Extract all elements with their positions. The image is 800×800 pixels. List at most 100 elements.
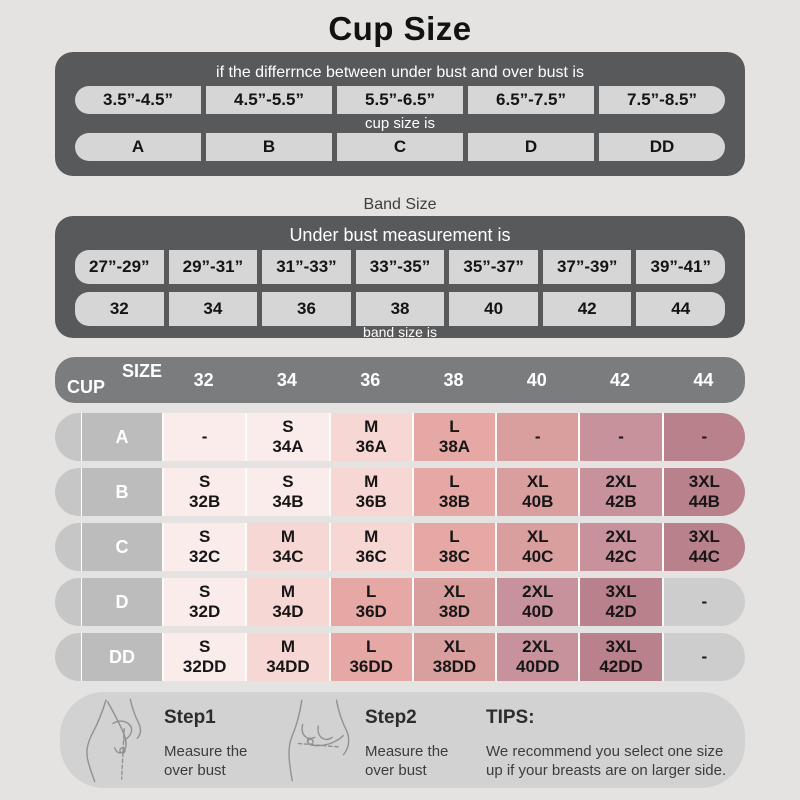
size-label: M [280,527,295,546]
size-label: S [282,417,294,436]
size-cell: - [162,413,246,461]
step2-illustration [288,699,350,782]
band-size: 38 [355,292,445,326]
cup-diff-range: 3.5”-4.5” [75,86,201,114]
under-bust-range: 39”-41” [636,250,726,284]
size-label: M [280,637,295,656]
size-cell: 3XL 44B [661,468,745,516]
matrix-column-header: 36 [360,370,381,390]
size-cell: - [661,633,745,681]
size-label: M [364,527,379,546]
size-label: S [198,637,211,656]
cup-diff-range: 5.5”-6.5” [337,86,463,114]
size-code: 32DD [182,657,227,676]
band-size-row: 32 34 36 38 40 42 44 [75,292,726,326]
matrix-row: DD S 32DD M 34DD L 36DD XL 38DD 2XL 40DD 3XL 42DD - [55,633,745,681]
size-label: L [449,472,460,491]
matrix-row: B S 32B S 34B M 36B L 38B XL 40B 2XL 42B 3XL 44B [55,468,745,516]
size-cell: L 36DD [328,633,412,681]
cup-diff-range-row: 3.5”-4.5” 4.5”-5.5” 5.5”-6.5” 6.5”-7.5” 7.5”… [75,86,725,114]
size-cell: S 34A [245,413,329,461]
size-label: - [701,427,708,446]
size-cell: 2XL 42C [578,523,662,571]
row-cap [55,413,81,461]
size-label: 3XL [688,527,720,546]
page-title: Cup Size [328,10,472,47]
size-code: 36DD [349,657,393,676]
size-cell: L 38C [411,523,496,571]
size-label: 3XL [605,637,637,656]
measuring-guide: Step1 Measure the over bust Step2 Measur… [60,692,745,788]
band-size: 44 [636,292,726,326]
size-cell: M 34C [245,523,329,571]
size-code: 38D [438,602,471,621]
step1-block: Step1 Measure the over bust [164,692,269,788]
step1-text: Measure the over bust [164,743,248,779]
cup-letter-row: A B C D DD [75,133,725,161]
size-code: 32D [189,602,221,621]
size-code: 44C [688,547,720,566]
size-code: 32B [189,492,221,511]
size-label: 3XL [605,582,637,601]
cup-size-box: if the differrnce between under bust and… [55,52,745,176]
band-size: 34 [168,292,258,326]
cup-letter: A [75,133,201,161]
band-size-title: Band Size [363,196,437,213]
size-code: 40B [522,492,554,511]
size-cell: L 36D [328,578,412,626]
size-cell: - [495,413,579,461]
size-code: 34B [272,492,304,511]
under-bust-range-row: 27”-29” 29”-31” 31”-33” 33”-35” 35”-37” 37”-3… [75,250,726,284]
size-label: 3XL [688,472,720,491]
size-cell: S 32C [162,523,246,571]
size-label: 2XL [605,472,637,491]
matrix-column-headers: 32 34 36 38 40 42 44 [162,357,745,403]
under-bust-range: 35”-37” [449,250,538,284]
size-cell: - [661,578,745,626]
size-cell: 2XL 42B [578,468,662,516]
band-size: 36 [262,292,351,326]
size-cell: S 34B [245,468,329,516]
size-cell: XL 38DD [411,633,496,681]
cup-row-label: DD [81,633,162,681]
band-size: 42 [542,292,632,326]
size-code: 38DD [432,657,477,676]
size-label: M [364,472,379,491]
size-cell: M 34D [245,578,329,626]
size-cell: M 34DD [245,633,329,681]
size-cell: XL 40C [495,523,579,571]
size-label: M [364,417,379,436]
size-code: 42C [605,547,637,566]
cup-size-is-label: cup size is [364,115,436,132]
size-label: 2XL [605,527,637,546]
size-code: 42B [605,492,637,511]
size-cell: 3XL 42DD [578,633,662,681]
under-bust-range: 37”-39” [542,250,632,284]
size-label: M [280,582,295,601]
size-cell: - [578,413,662,461]
size-label: - [701,592,708,611]
cup-letter: DD [599,133,725,161]
size-cell: XL 40B [495,468,579,516]
band-size-is-label: band size is [363,324,437,340]
row-cap [55,468,81,516]
size-label: L [366,637,377,656]
step2-text: Measure the over bust [365,743,449,779]
size-code: 34A [272,437,304,456]
matrix-corner: SIZE CUP [55,357,162,403]
size-label: XL [443,582,466,601]
size-cell: 2XL 40D [495,578,579,626]
size-code: 36C [355,547,387,566]
size-code: 40DD [516,657,560,676]
size-code: 34DD [266,657,310,676]
size-code: 32C [189,547,221,566]
cup-row-label: A [81,413,162,461]
matrix-column-header: 38 [443,370,464,390]
size-label: XL [443,637,466,656]
size-label: 2XL [522,637,554,656]
size-code: 36A [355,437,387,456]
under-bust-range: 27”-29” [75,250,164,284]
cup-letter: D [468,133,594,161]
corner-size-label: SIZE [121,361,162,381]
